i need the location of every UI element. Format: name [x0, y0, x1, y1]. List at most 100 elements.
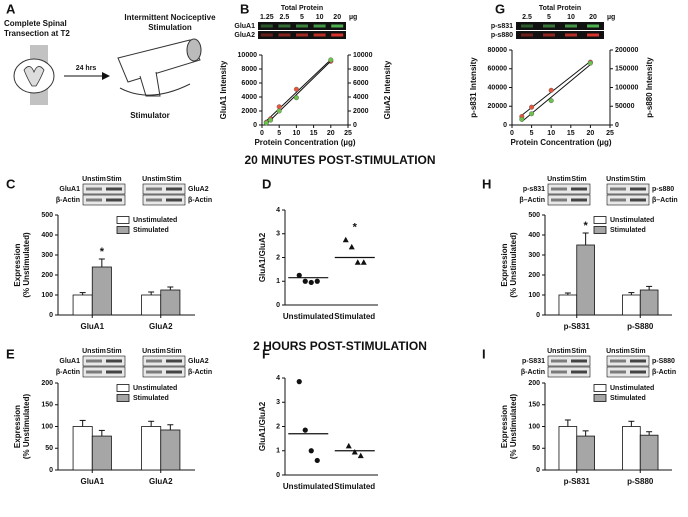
x-tick-label: 10: [547, 130, 555, 137]
blot-band: [146, 198, 162, 202]
axis-title: GluA1/GluA2: [258, 232, 267, 282]
y-tick-label: 1: [276, 278, 280, 285]
bar: [91, 266, 112, 316]
blot-row-label: β-Actin: [521, 369, 545, 376]
x-tick-label: Unstimulated: [283, 312, 334, 321]
blot-band: [587, 24, 599, 28]
x-tick-label: 20: [587, 130, 595, 137]
blot-band: [278, 33, 291, 37]
bar: [576, 244, 595, 316]
y-tick-label: 100: [528, 292, 540, 299]
blot-band: [146, 370, 162, 374]
blot-band: [587, 33, 599, 37]
blot-column-label: Stim: [106, 348, 121, 355]
data-point: [519, 116, 525, 122]
y-tick-label: 500: [528, 212, 540, 219]
legend-label: Unstimulated: [133, 217, 177, 224]
x-tick-label: 20: [327, 130, 335, 137]
legend-swatch: [116, 226, 130, 234]
blot-strip: [82, 194, 126, 206]
x-tick-label: GluA1: [80, 477, 104, 486]
section-header: 20 MINUTES POST-STIMULATION: [244, 153, 435, 167]
axis-title: GluA1 Intensity: [219, 60, 228, 119]
data-point: [293, 86, 299, 92]
data-point: [276, 108, 282, 114]
blot-row-label: GluA1: [234, 23, 255, 30]
blot-amount: 20: [333, 14, 341, 21]
panel-letter: I: [482, 346, 486, 361]
y-tick-label: 2000: [241, 108, 257, 115]
panel-a-label: Intermittent Nociceptive: [124, 13, 216, 22]
blot-band: [86, 359, 102, 363]
blot-band: [543, 33, 555, 37]
blot-row-label: β-Actin: [652, 369, 676, 376]
bar: [639, 434, 659, 471]
bar: [91, 435, 112, 471]
fit-line: [265, 60, 332, 125]
panel-letter: D: [262, 176, 271, 191]
y-tick-label: 0: [49, 312, 53, 319]
blot-band: [166, 198, 182, 202]
axis-title: Expression: [13, 405, 22, 448]
blot-column-label: Stim: [630, 348, 645, 355]
y-tick-label: 200: [41, 272, 53, 279]
blot-row-label: p-s880: [491, 32, 513, 39]
blot-band: [630, 359, 646, 363]
y-tick-label: 0: [276, 302, 280, 309]
data-point: [296, 272, 302, 278]
legend-label: Stimulated: [133, 227, 169, 234]
blot-row-label: β–Actin: [652, 197, 678, 204]
blot-band: [571, 359, 587, 363]
axis-title: Protein Concentration (µg): [510, 138, 611, 147]
section-header: 2 HOURS POST-STIMULATION: [253, 339, 427, 353]
data-point: [263, 120, 269, 126]
blot-strip: [142, 355, 186, 367]
blot-unit: µg: [349, 14, 357, 21]
y-tick-label: 400: [528, 232, 540, 239]
blot-band: [278, 24, 291, 28]
blot-column-label: Unstim: [547, 348, 571, 355]
blot-band: [565, 24, 577, 28]
blot-unit: µg: [607, 14, 615, 21]
axis-title: GluA1/GluA2: [258, 401, 267, 451]
blot-column-label: Stim: [630, 176, 645, 183]
blot-band: [313, 24, 326, 28]
blot-strip: [82, 366, 126, 378]
y-tick-label: 200: [528, 272, 540, 279]
legend-label: Unstimulated: [610, 217, 654, 224]
blot-band: [630, 370, 646, 374]
panel-a: A Complete Spinal Transection at T2 24 h…: [4, 1, 216, 120]
y-tick-label: 8000: [353, 66, 369, 73]
y-tick-label: 150000: [615, 66, 638, 73]
blot-band: [106, 187, 122, 191]
data-point: [308, 448, 314, 454]
x-tick-label: 5: [277, 130, 281, 137]
arrow-label: 24 hrs: [76, 65, 97, 72]
blot-title: Total Protein: [539, 5, 581, 12]
y-tick-label: 2000: [353, 108, 369, 115]
axis-title: (% Unstimulated): [509, 232, 518, 298]
panel-letter: B: [240, 1, 249, 16]
blot-band: [630, 198, 646, 202]
blot-strip: [142, 183, 186, 195]
x-tick-label: 0: [260, 130, 264, 137]
y-tick-label: 2: [276, 423, 280, 430]
blot-band: [146, 359, 162, 363]
blot-row-label: p-s880: [652, 186, 674, 193]
blot-column-label: Unstim: [142, 176, 166, 183]
y-tick-label: 50000: [615, 103, 635, 110]
blot-band: [260, 33, 273, 37]
blot-row-label: GluA1: [59, 186, 80, 193]
y-tick-label: 10000: [353, 52, 373, 59]
blot-amount: 1.25: [260, 14, 274, 21]
data-point: [328, 57, 334, 63]
x-tick-label: 25: [344, 130, 352, 137]
blot-band: [610, 370, 626, 374]
axis-title: p-s831 Intensity: [469, 57, 478, 118]
legend-label: Stimulated: [610, 395, 646, 402]
y-tick-label: 0: [276, 472, 280, 479]
y-tick-label: 200: [528, 380, 540, 387]
bar: [639, 289, 659, 316]
x-tick-label: 25: [606, 130, 614, 137]
